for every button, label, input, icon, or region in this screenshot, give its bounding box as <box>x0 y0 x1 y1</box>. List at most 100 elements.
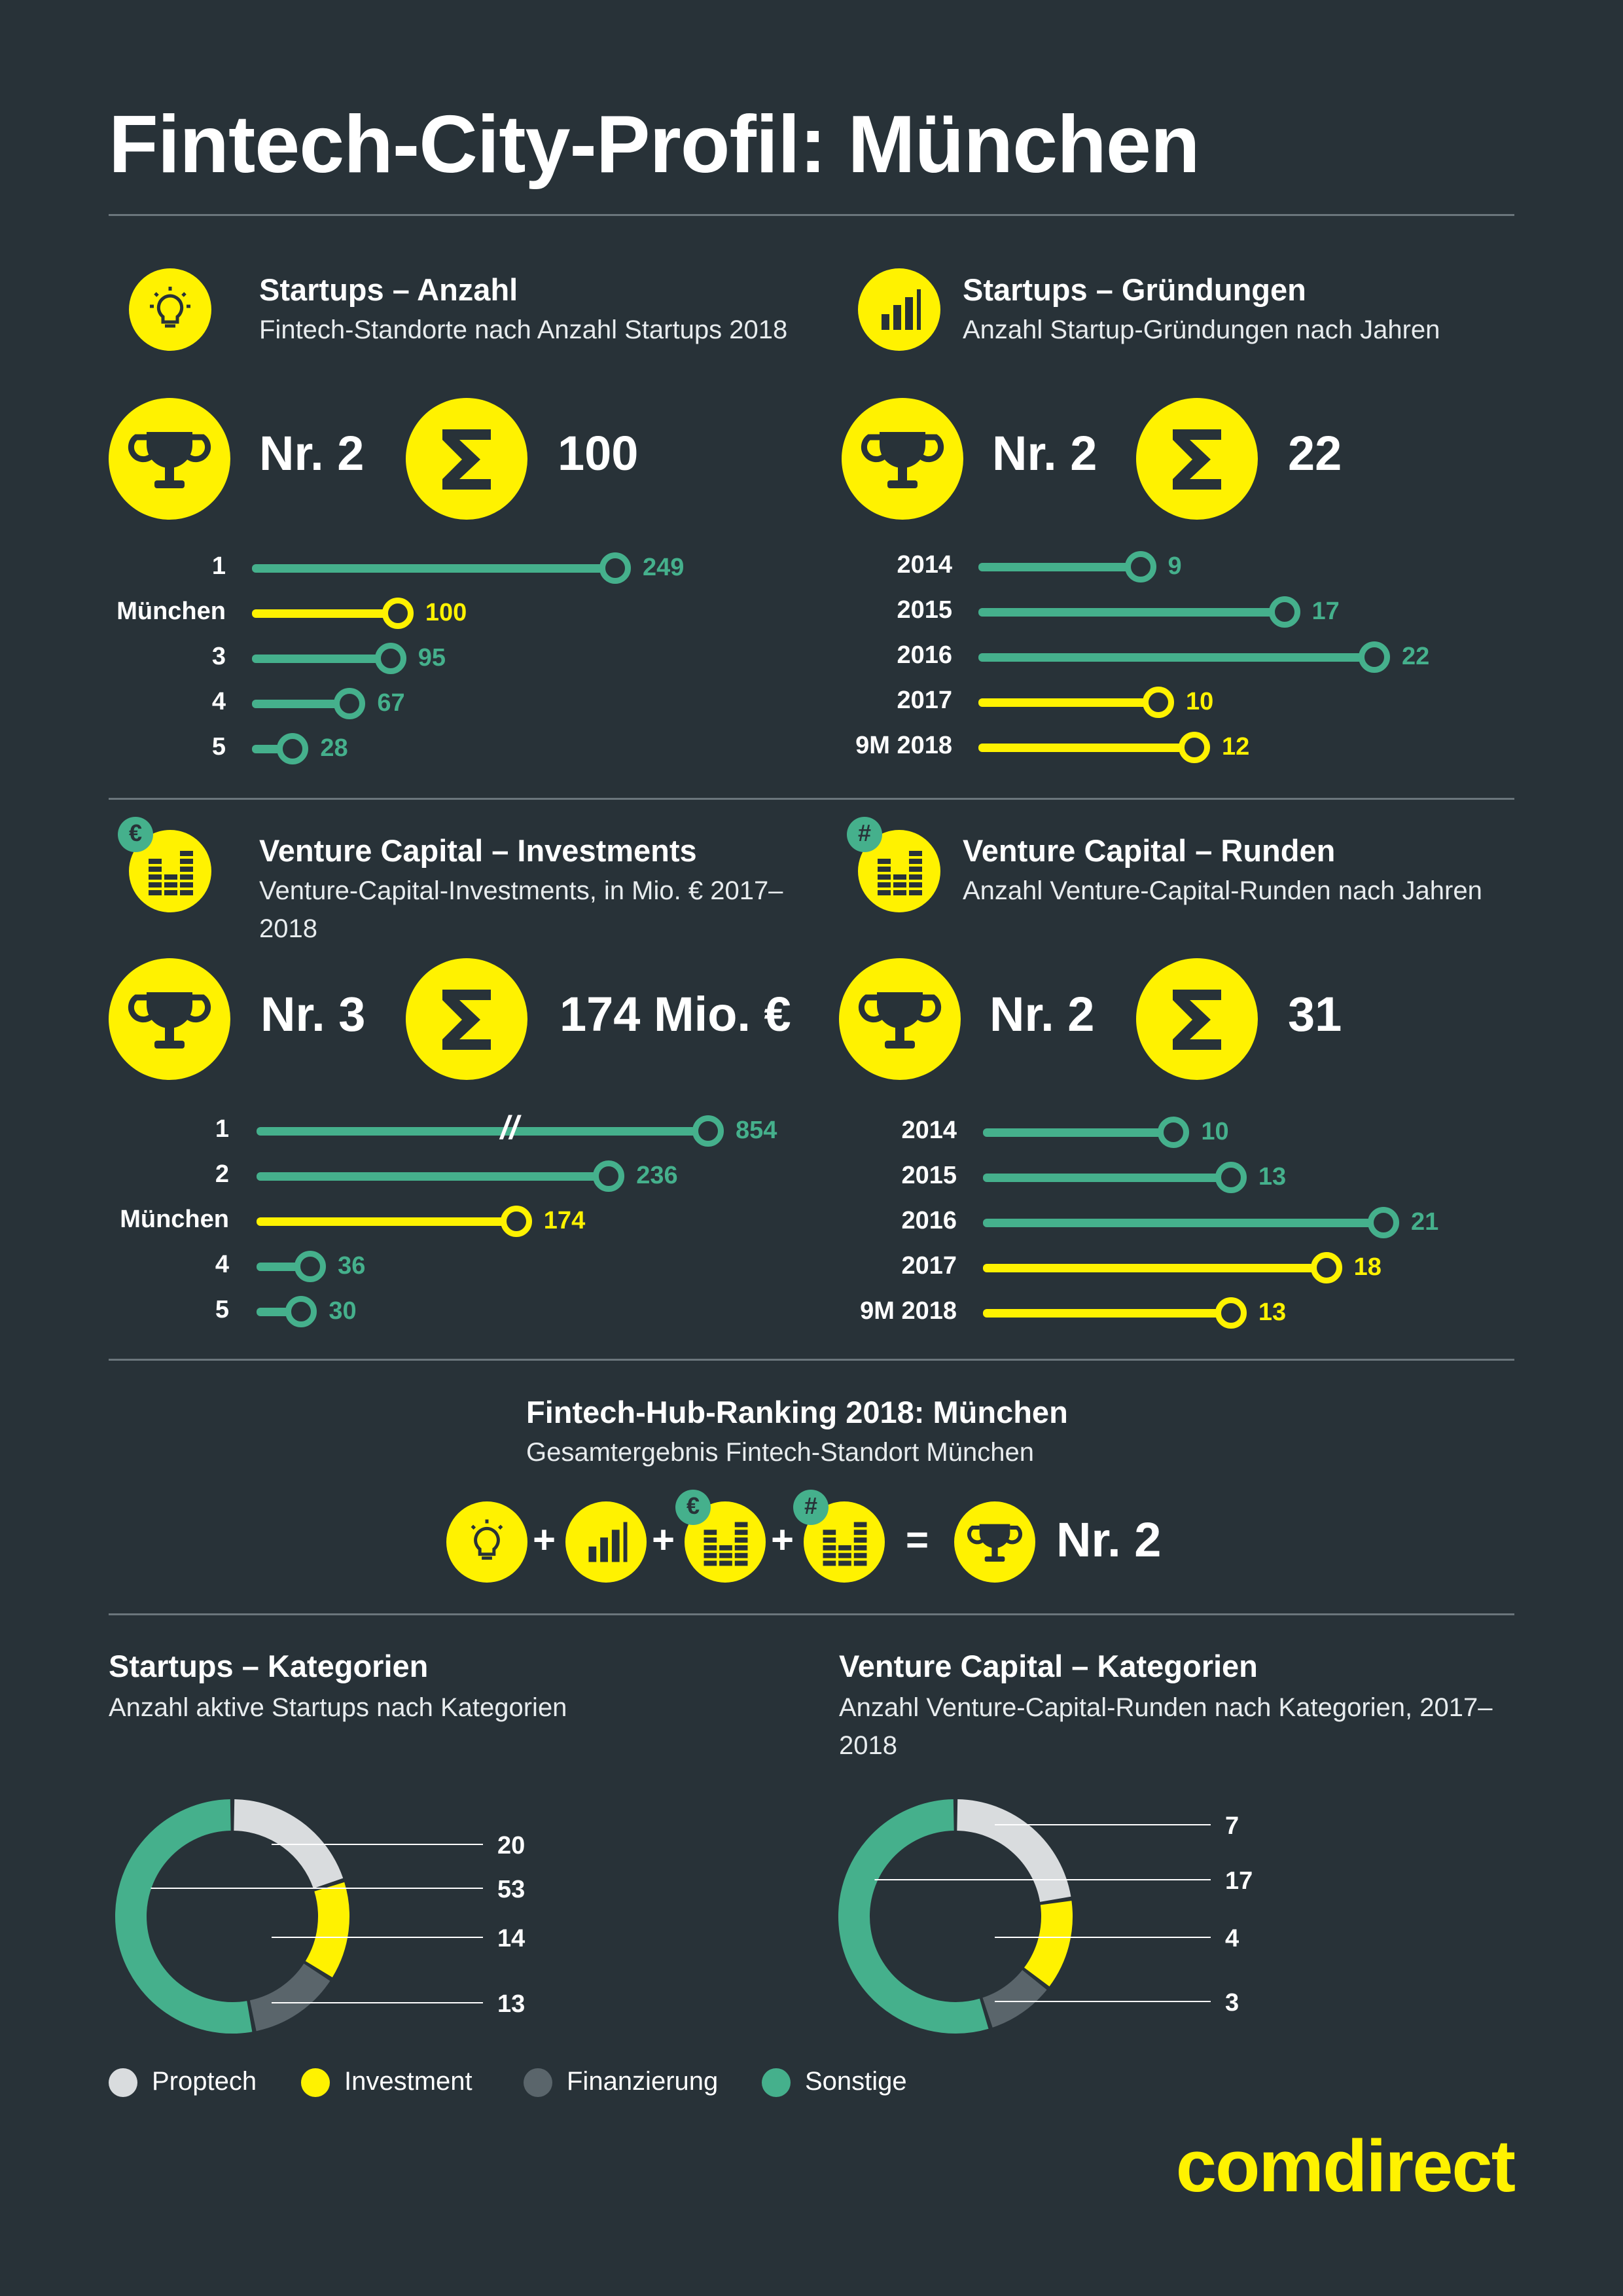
bar-value: 28 <box>320 734 348 762</box>
bar <box>978 563 1141 571</box>
equals-sign: = <box>906 1518 929 1562</box>
bar-marker <box>692 1115 724 1147</box>
bar-marker <box>1143 687 1174 718</box>
bar-marker <box>382 598 414 629</box>
section-subtitle: Anzahl aktive Startups nach Kategorien <box>109 1693 567 1722</box>
bar-marker <box>1179 732 1210 763</box>
bar-value: 36 <box>338 1252 366 1280</box>
bar-value: 13 <box>1258 1299 1287 1326</box>
euro-badge-icon: € <box>118 817 153 852</box>
bar-chart-icon <box>858 268 940 351</box>
donut-segment <box>1024 1901 1073 1986</box>
section-title: Venture Capital – Kategorien <box>839 1649 1258 1683</box>
bar-value: 30 <box>329 1297 357 1325</box>
bar-value: 9 <box>1168 552 1182 580</box>
section-title: Startups – Gründungen <box>963 272 1306 307</box>
bar <box>257 1127 708 1136</box>
legend-swatch <box>109 2068 137 2097</box>
donut-value-label: 3 <box>1225 1989 1239 2017</box>
sigma-icon <box>1136 958 1258 1080</box>
bar <box>252 700 350 708</box>
bar-value: 249 <box>643 554 685 581</box>
bar-label: 2017 <box>897 687 952 714</box>
trophy-icon <box>839 958 961 1080</box>
ranking-result: Nr. 2 <box>1056 1513 1162 1567</box>
legend-swatch <box>524 2068 552 2097</box>
bar-label: 2015 <box>901 1162 957 1189</box>
donut-segment <box>249 1963 330 2032</box>
bar-value: 17 <box>1311 598 1340 625</box>
sigma-icon <box>406 958 527 1080</box>
bar-label: 2014 <box>897 551 952 579</box>
bar <box>983 1128 1174 1137</box>
ranking-title: Fintech-Hub-Ranking 2018: München <box>526 1395 1068 1429</box>
bar <box>257 1172 609 1181</box>
trophy-icon <box>109 958 230 1080</box>
legend-swatch <box>301 2068 330 2097</box>
legend-label: Finanzierung <box>567 2067 719 2096</box>
euro-badge-icon: € <box>675 1490 711 1525</box>
bar-value: 18 <box>1353 1253 1382 1281</box>
donut-segment <box>233 1799 344 1889</box>
donut-value-label: 14 <box>497 1925 525 1952</box>
donut-segment <box>982 1969 1047 2028</box>
legend-label: Investment <box>344 2067 473 2096</box>
bar-label: 4 <box>211 688 226 715</box>
bar-marker <box>294 1251 327 1282</box>
bar <box>257 1217 516 1226</box>
bar <box>983 1264 1327 1272</box>
donut-value-label: 7 <box>1225 1812 1239 1840</box>
bar <box>983 1309 1231 1318</box>
bar-value: 22 <box>1402 643 1430 670</box>
bar-value: 10 <box>1186 688 1214 715</box>
rank-value: Nr. 2 <box>992 426 1097 480</box>
bar <box>978 698 1158 707</box>
sigma-icon <box>406 398 527 520</box>
bar-value: 21 <box>1411 1208 1439 1236</box>
bar-marker <box>1158 1117 1190 1148</box>
bar-marker <box>1310 1252 1342 1283</box>
trophy-icon <box>109 398 230 520</box>
legend-label: Proptech <box>152 2067 257 2096</box>
bar-value: 13 <box>1258 1163 1287 1191</box>
legend-swatch <box>762 2068 791 2097</box>
section-title: Venture Capital – Runden <box>963 833 1336 868</box>
bar-label: 9M 2018 <box>855 732 952 759</box>
bar <box>252 609 398 618</box>
donut-value-label: 17 <box>1225 1867 1253 1895</box>
bar-label: 2017 <box>901 1252 957 1280</box>
section-subtitle: Fintech-Standorte nach Anzahl Startups 2… <box>259 315 788 344</box>
bar-marker <box>1268 596 1300 628</box>
donut-segment <box>838 1799 989 2034</box>
bar-value: 236 <box>636 1162 678 1189</box>
donut-segment <box>956 1799 1071 1903</box>
section-subtitle: Anzahl Startup-Gründungen nach Jahren <box>963 315 1440 344</box>
bar-marker <box>334 688 366 719</box>
donut-value-label: 4 <box>1225 1925 1239 1952</box>
bar-label: 1 <box>215 1115 229 1143</box>
bar-value: 12 <box>1222 733 1250 761</box>
donut-segment <box>115 1799 253 2034</box>
donut-value-label: 13 <box>497 1990 525 2018</box>
total-value: 100 <box>558 426 639 480</box>
section-title: Startups – Anzahl <box>259 272 518 307</box>
bar-chart-icon <box>565 1501 647 1583</box>
section-subtitle: Anzahl Venture-Capital-Runden nach Jahre… <box>963 876 1482 905</box>
donut-value-label: 20 <box>497 1832 525 1859</box>
bar-label: 2014 <box>901 1117 957 1144</box>
comdirect-logo: comdirect <box>1175 2125 1516 2207</box>
section-title: Startups – Kategorien <box>109 1649 429 1683</box>
bar-value: 100 <box>425 599 467 626</box>
bar-value: 10 <box>1201 1118 1229 1145</box>
bar <box>983 1219 1383 1227</box>
bar-label: 3 <box>211 643 226 670</box>
hash-badge-icon: # <box>793 1490 829 1525</box>
divider <box>109 1613 1514 1615</box>
legend-label: Sonstige <box>805 2067 907 2096</box>
plus-sign: + <box>771 1518 794 1562</box>
bar-label: München <box>120 1206 229 1233</box>
bar-label: 1 <box>211 552 226 580</box>
page-title: Fintech-City-Profil: München <box>109 99 1200 190</box>
bar-label: 4 <box>215 1251 229 1278</box>
